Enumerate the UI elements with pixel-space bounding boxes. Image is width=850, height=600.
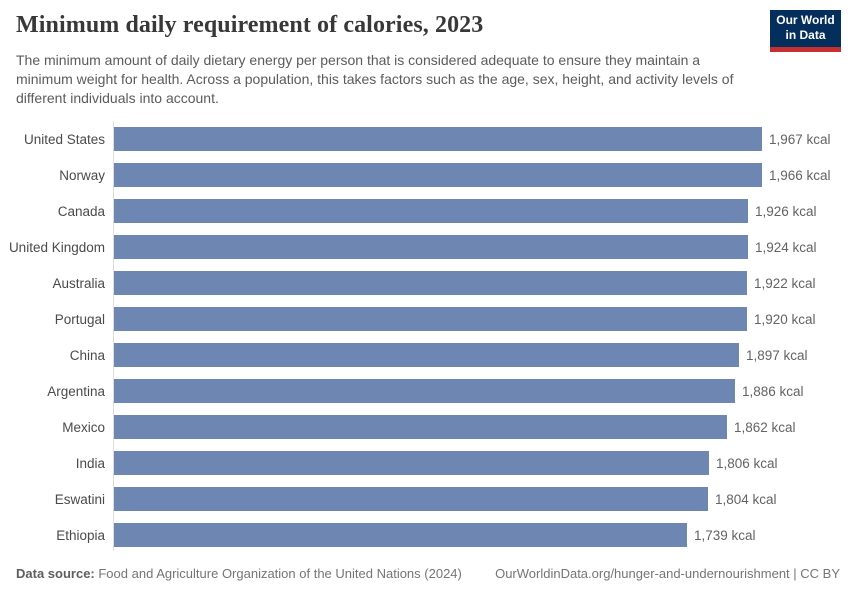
chart-row: China 1,897 kcal bbox=[0, 337, 850, 373]
bar-chart: United States 1,967 kcal Norway 1,966 kcal C… bbox=[0, 121, 850, 555]
page-title: Minimum daily requirement of calories, 2… bbox=[16, 12, 484, 38]
bar[interactable] bbox=[114, 379, 735, 403]
bar-value-label: 1,924 kcal bbox=[755, 239, 817, 255]
bar[interactable] bbox=[114, 487, 708, 511]
bar-value-label: 1,967 kcal bbox=[769, 131, 831, 147]
chart-row: Ethiopia 1,739 kcal bbox=[0, 517, 850, 553]
bar-value-label: 1,926 kcal bbox=[755, 203, 817, 219]
bar-value-label: 1,862 kcal bbox=[734, 419, 796, 435]
bar[interactable] bbox=[114, 343, 739, 367]
bar-value-label: 1,804 kcal bbox=[715, 491, 777, 507]
bar-value-label: 1,886 kcal bbox=[742, 383, 804, 399]
bar-value-label: 1,806 kcal bbox=[716, 455, 778, 471]
bar-value-label: 1,739 kcal bbox=[694, 527, 756, 543]
chart-row: Eswatini 1,804 kcal bbox=[0, 481, 850, 517]
bar[interactable] bbox=[114, 451, 709, 475]
bar[interactable] bbox=[114, 199, 748, 223]
chart-row: India 1,806 kcal bbox=[0, 445, 850, 481]
bar-label: Canada bbox=[57, 203, 105, 219]
chart-subtitle: The minimum amount of daily dietary ener… bbox=[16, 52, 734, 106]
bar-label: Portugal bbox=[54, 311, 105, 327]
chart-row: United Kingdom 1,924 kcal bbox=[0, 229, 850, 265]
bar[interactable] bbox=[114, 307, 747, 331]
chart-row: Norway 1,966 kcal bbox=[0, 157, 850, 193]
bar-label: United States bbox=[23, 131, 105, 147]
bar[interactable] bbox=[114, 163, 762, 187]
bar-label: Ethiopia bbox=[56, 527, 105, 543]
bar-value-label: 1,922 kcal bbox=[754, 275, 816, 291]
chart-row: Portugal 1,920 kcal bbox=[0, 301, 850, 337]
owid-logo[interactable]: Our World in Data bbox=[770, 10, 841, 52]
owid-logo-line2: in Data bbox=[785, 28, 826, 42]
bar[interactable] bbox=[114, 523, 687, 547]
data-source-label: Data source: bbox=[16, 566, 95, 581]
bar[interactable] bbox=[114, 415, 727, 439]
owid-logo-line1: Our World bbox=[776, 13, 835, 27]
footer-link[interactable]: OurWorldinData.org/hunger-and-undernouri… bbox=[495, 566, 840, 581]
bar-value-label: 1,920 kcal bbox=[754, 311, 816, 327]
bar-label: China bbox=[69, 347, 105, 363]
y-axis-line bbox=[113, 121, 114, 551]
chart-row: Argentina 1,886 kcal bbox=[0, 373, 850, 409]
bar[interactable] bbox=[114, 235, 748, 259]
bar-label: Mexico bbox=[62, 419, 105, 435]
chart-row: United States 1,967 kcal bbox=[0, 121, 850, 157]
bar-label: Argentina bbox=[47, 383, 105, 399]
bar-value-label: 1,966 kcal bbox=[769, 167, 831, 183]
chart-row: Australia 1,922 kcal bbox=[0, 265, 850, 301]
bar[interactable] bbox=[114, 127, 762, 151]
bar-label: Eswatini bbox=[54, 491, 105, 507]
chart-row: Canada 1,926 kcal bbox=[0, 193, 850, 229]
bar-label: Australia bbox=[52, 275, 105, 291]
bar-chart-rows: United States 1,967 kcal Norway 1,966 kcal C… bbox=[0, 121, 850, 553]
bar-label: United Kingdom bbox=[8, 239, 105, 255]
chart-row: Mexico 1,862 kcal bbox=[0, 409, 850, 445]
bar-label: India bbox=[75, 455, 105, 471]
bar[interactable] bbox=[114, 271, 747, 295]
data-source-text: Food and Agriculture Organization of the… bbox=[94, 566, 462, 581]
bar-value-label: 1,897 kcal bbox=[746, 347, 808, 363]
bar-label: Norway bbox=[59, 167, 105, 183]
data-source-note: Data source: Food and Agriculture Organi… bbox=[16, 566, 462, 581]
chart-footer: Data source: Food and Agriculture Organi… bbox=[16, 566, 840, 581]
